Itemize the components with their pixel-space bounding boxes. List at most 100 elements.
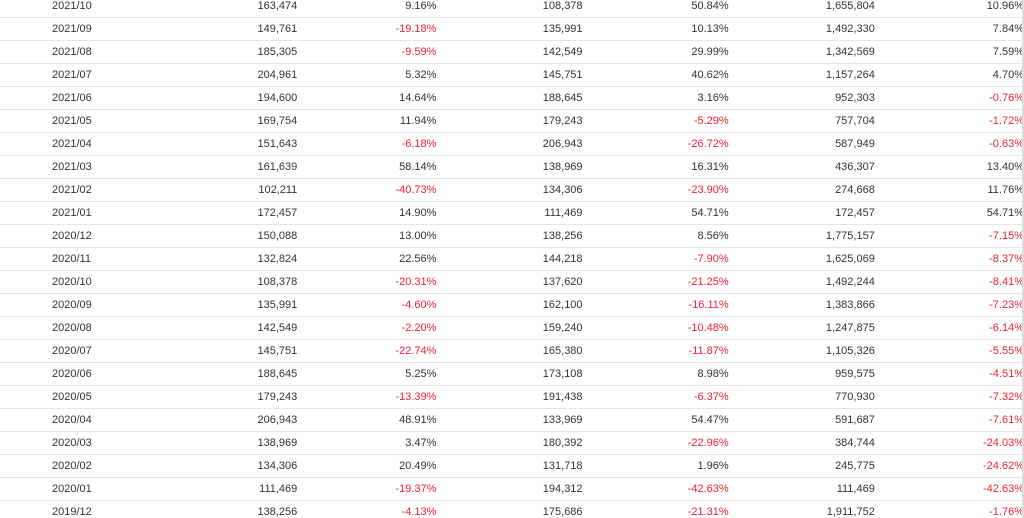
percent-3-cell: -1.72% xyxy=(874,109,1024,133)
percent-1-cell: -22.74% xyxy=(297,339,437,363)
value-2-cell: 111,469 xyxy=(436,201,583,225)
month-cell: 2020/08 xyxy=(0,316,105,340)
percent-2-cell: 10.13% xyxy=(582,17,729,41)
value-1-cell: 102,211 xyxy=(104,178,298,202)
percent-2-cell: 3.16% xyxy=(582,86,729,110)
value-1-cell: 111,469 xyxy=(104,477,298,501)
percent-3-cell: 13.40% xyxy=(874,155,1024,179)
value-1-cell: 188,645 xyxy=(104,362,298,386)
percent-3-cell: -7.15% xyxy=(874,224,1024,248)
percent-3-cell: -8.41% xyxy=(874,270,1024,294)
value-3-cell: 1,655,804 xyxy=(728,0,875,18)
value-1-cell: 151,643 xyxy=(104,132,298,156)
month-cell: 2020/11 xyxy=(0,247,105,271)
percent-1-cell: 58.14% xyxy=(297,155,437,179)
value-3-cell: 757,704 xyxy=(728,109,875,133)
percent-1-cell: 11.94% xyxy=(297,109,437,133)
percent-3-cell: 7.59% xyxy=(874,40,1024,64)
percent-3-cell: -1.76% xyxy=(874,500,1024,518)
percent-3-cell: -0.63% xyxy=(874,132,1024,156)
percent-3-cell: -0.76% xyxy=(874,86,1024,110)
percent-2-cell: -11.87% xyxy=(582,339,729,363)
value-3-cell: 1,492,244 xyxy=(728,270,875,294)
percent-3-cell: -7.32% xyxy=(874,385,1024,409)
value-1-cell: 179,243 xyxy=(104,385,298,409)
percent-2-cell: -5.29% xyxy=(582,109,729,133)
month-cell: 2021/08 xyxy=(0,40,105,64)
table-row: 2020/04 206,943 48.91% 133,969 54.47% 591,687… xyxy=(0,408,1024,432)
percent-3-cell: -42.63% xyxy=(874,477,1024,501)
table-row: 2020/06 188,645 5.25% 173,108 8.98% 959,575 -4… xyxy=(0,362,1024,386)
percent-1-cell: -2.20% xyxy=(297,316,437,340)
value-3-cell: 959,575 xyxy=(728,362,875,386)
month-cell: 2020/01 xyxy=(0,477,105,501)
value-3-cell: 591,687 xyxy=(728,408,875,432)
percent-1-cell: 3.47% xyxy=(297,431,437,455)
value-2-cell: 194,312 xyxy=(436,477,583,501)
value-2-cell: 173,108 xyxy=(436,362,583,386)
month-cell: 2020/12 xyxy=(0,224,105,248)
percent-1-cell: 48.91% xyxy=(297,408,437,432)
month-cell: 2020/10 xyxy=(0,270,105,294)
month-cell: 2021/07 xyxy=(0,63,105,87)
month-cell: 2021/01 xyxy=(0,201,105,225)
month-cell: 2021/02 xyxy=(0,178,105,202)
percent-1-cell: 20.49% xyxy=(297,454,437,478)
percent-2-cell: -21.25% xyxy=(582,270,729,294)
value-1-cell: 138,256 xyxy=(104,500,298,518)
percent-1-cell: -19.18% xyxy=(297,17,437,41)
value-2-cell: 131,718 xyxy=(436,454,583,478)
value-2-cell: 159,240 xyxy=(436,316,583,340)
value-1-cell: 163,474 xyxy=(104,0,298,18)
percent-2-cell: 40.62% xyxy=(582,63,729,87)
value-2-cell: 191,438 xyxy=(436,385,583,409)
month-cell: 2021/05 xyxy=(0,109,105,133)
value-2-cell: 188,645 xyxy=(436,86,583,110)
table-row: 2021/04 151,643 -6.18% 206,943 -26.72% 587,94… xyxy=(0,132,1024,156)
percent-2-cell: -26.72% xyxy=(582,132,729,156)
table-row: 2020/10 108,378 -20.31% 137,620 -21.25% 1,492… xyxy=(0,270,1024,294)
value-2-cell: 142,549 xyxy=(436,40,583,64)
percent-2-cell: -16.11% xyxy=(582,293,729,317)
percent-3-cell: -7.23% xyxy=(874,293,1024,317)
percent-1-cell: -13.39% xyxy=(297,385,437,409)
percent-1-cell: -9.59% xyxy=(297,40,437,64)
percent-3-cell: -7.61% xyxy=(874,408,1024,432)
value-1-cell: 206,943 xyxy=(104,408,298,432)
value-3-cell: 1,383,866 xyxy=(728,293,875,317)
percent-2-cell: 1.96% xyxy=(582,454,729,478)
month-cell: 2019/12 xyxy=(0,500,105,518)
value-2-cell: 144,218 xyxy=(436,247,583,271)
value-1-cell: 185,305 xyxy=(104,40,298,64)
table-row: 2021/03 161,639 58.14% 138,969 16.31% 436,307… xyxy=(0,155,1024,179)
percent-2-cell: 8.56% xyxy=(582,224,729,248)
percent-2-cell: -7.90% xyxy=(582,247,729,271)
month-cell: 2020/04 xyxy=(0,408,105,432)
value-3-cell: 245,775 xyxy=(728,454,875,478)
value-1-cell: 161,639 xyxy=(104,155,298,179)
value-3-cell: 952,303 xyxy=(728,86,875,110)
value-1-cell: 132,824 xyxy=(104,247,298,271)
value-3-cell: 384,744 xyxy=(728,431,875,455)
table-row: 2020/12 150,088 13.00% 138,256 8.56% 1,775,15… xyxy=(0,224,1024,248)
table-row: 2021/10 163,474 9.16% 108,378 50.84% 1,655,80… xyxy=(0,0,1024,18)
percent-1-cell: 5.32% xyxy=(297,63,437,87)
value-3-cell: 1,157,264 xyxy=(728,63,875,87)
table-row: 2020/09 135,991 -4.60% 162,100 -16.11% 1,383,… xyxy=(0,293,1024,317)
value-3-cell: 274,668 xyxy=(728,178,875,202)
percent-1-cell: 22.56% xyxy=(297,247,437,271)
percent-3-cell: -24.62% xyxy=(874,454,1024,478)
value-2-cell: 135,991 xyxy=(436,17,583,41)
value-3-cell: 587,949 xyxy=(728,132,875,156)
value-2-cell: 206,943 xyxy=(436,132,583,156)
percent-2-cell: 29.99% xyxy=(582,40,729,64)
value-1-cell: 150,088 xyxy=(104,224,298,248)
table-row: 2021/06 194,600 14.64% 188,645 3.16% 952,303-… xyxy=(0,86,1024,110)
percent-3-cell: -6.14% xyxy=(874,316,1024,340)
percent-3-cell: 54.71% xyxy=(874,201,1024,225)
percent-3-cell: -24.03% xyxy=(874,431,1024,455)
percent-1-cell: -40.73% xyxy=(297,178,437,202)
percent-3-cell: 7.84% xyxy=(874,17,1024,41)
